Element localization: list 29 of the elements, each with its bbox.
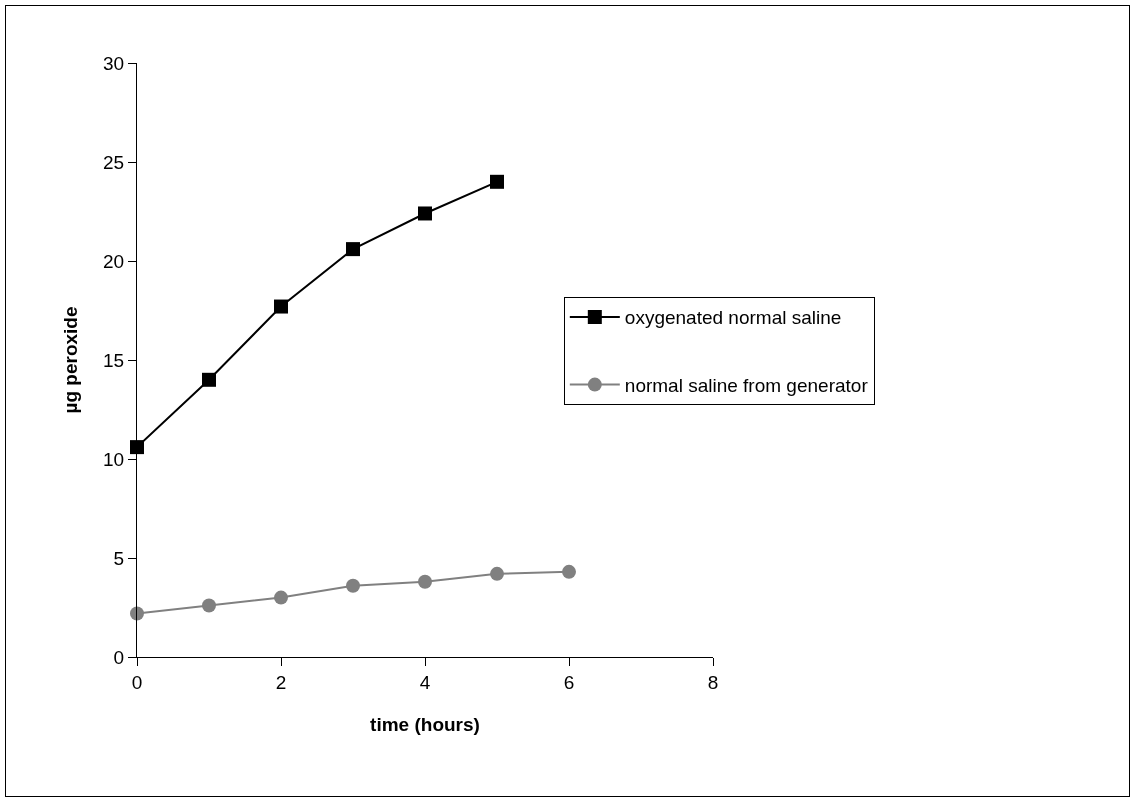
point	[346, 578, 360, 593]
point	[202, 598, 216, 613]
x-tick-label: 2	[275, 671, 287, 693]
x-axis-title: time (hours)	[370, 713, 480, 735]
x-tick-label: 0	[131, 671, 143, 693]
y-tick-label: 0	[113, 646, 125, 668]
y-tick-label: 10	[103, 448, 125, 470]
x-tick-label: 6	[563, 671, 575, 693]
legend-label: oxygenated normal saline	[624, 307, 842, 329]
y-tick-label: 15	[103, 349, 125, 371]
point	[490, 174, 504, 189]
legend-label: normal saline from generator	[624, 375, 869, 396]
point	[274, 590, 288, 605]
y-axis-title: µg peroxide	[59, 306, 81, 414]
point	[130, 440, 144, 455]
point	[418, 206, 432, 221]
point	[490, 566, 504, 581]
point	[130, 606, 144, 621]
point	[562, 564, 576, 579]
point	[346, 242, 360, 257]
point	[202, 372, 216, 387]
x-tick-label: 8	[707, 671, 719, 693]
x-tick-label: 4	[419, 671, 431, 693]
y-tick-label: 25	[103, 151, 125, 173]
point	[274, 299, 288, 314]
y-tick-label: 20	[103, 250, 125, 272]
y-tick-label: 5	[113, 547, 125, 569]
point	[418, 574, 432, 589]
y-tick-label: 30	[103, 52, 125, 74]
